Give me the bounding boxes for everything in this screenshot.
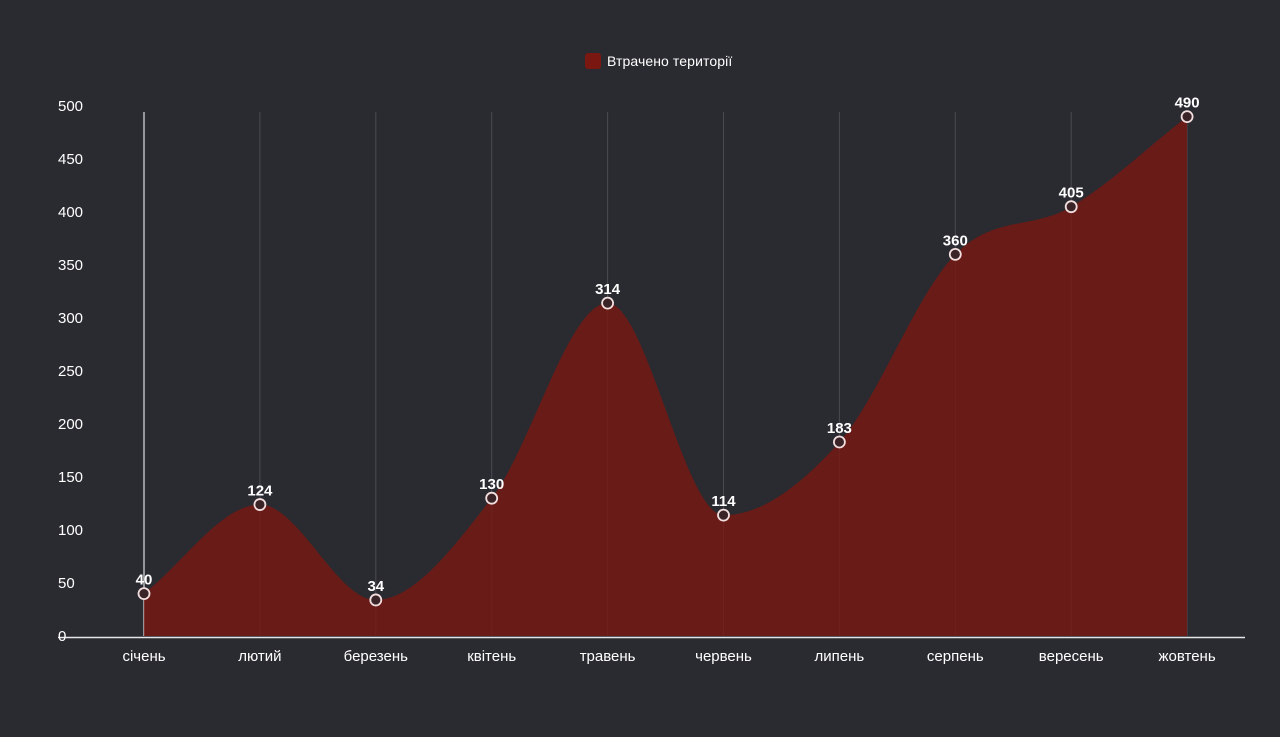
x-tick-label: лютий bbox=[238, 648, 281, 665]
data-point bbox=[601, 296, 614, 310]
y-tick-label: 50 bbox=[58, 575, 75, 592]
area-fill bbox=[144, 116, 1188, 637]
x-tick-label: серпень bbox=[927, 648, 984, 665]
x-tick-label: вересень bbox=[1039, 648, 1104, 665]
data-label: 405 bbox=[1059, 185, 1084, 202]
data-point bbox=[833, 435, 846, 449]
legend: Втрачено території bbox=[585, 52, 732, 70]
data-point bbox=[485, 491, 499, 505]
data-point bbox=[1064, 200, 1078, 214]
y-tick-label: 500 bbox=[58, 98, 83, 115]
x-tick-label: липень bbox=[815, 648, 865, 665]
y-tick-label: 200 bbox=[58, 416, 83, 433]
x-tick-label: січень bbox=[122, 648, 165, 665]
data-label: 490 bbox=[1175, 95, 1200, 112]
y-tick-label: 450 bbox=[58, 151, 83, 168]
y-tick-label: 0 bbox=[58, 628, 66, 645]
y-tick-label: 100 bbox=[58, 522, 83, 539]
data-points bbox=[137, 110, 1194, 607]
data-point bbox=[253, 498, 267, 511]
data-label: 40 bbox=[136, 572, 153, 589]
data-point bbox=[369, 593, 383, 607]
x-tick-label: квітень bbox=[467, 648, 516, 665]
data-point bbox=[1180, 110, 1194, 123]
data-label: 124 bbox=[247, 483, 273, 500]
data-point bbox=[948, 247, 962, 261]
y-tick-label: 400 bbox=[58, 204, 83, 221]
data-label: 183 bbox=[827, 420, 852, 437]
data-labels: 40 124 34 130 314 114 183 360 405 490 bbox=[136, 95, 1200, 595]
legend-label: Втрачено території bbox=[607, 53, 733, 69]
data-label: 314 bbox=[595, 281, 621, 298]
series-area bbox=[144, 116, 1188, 637]
data-label: 114 bbox=[711, 493, 736, 510]
x-axis-ticks: січень лютий березень квітень травень червень… bbox=[122, 648, 1215, 665]
x-tick-label: травень bbox=[580, 648, 636, 665]
data-label: 34 bbox=[367, 578, 384, 595]
y-tick-label: 350 bbox=[58, 257, 83, 274]
data-point bbox=[137, 587, 151, 600]
data-label: 360 bbox=[943, 232, 968, 249]
y-axis-ticks: 0 50 100 150 200 250 300 350 400 450 500 bbox=[58, 98, 83, 645]
x-tick-label: жовтень bbox=[1159, 648, 1216, 665]
legend-swatch bbox=[585, 53, 601, 69]
data-point bbox=[717, 508, 730, 522]
x-tick-label: червень bbox=[695, 648, 752, 665]
x-tick-label: березень bbox=[344, 648, 408, 665]
y-tick-label: 300 bbox=[58, 310, 83, 327]
y-tick-label: 150 bbox=[58, 469, 83, 486]
y-tick-label: 250 bbox=[58, 363, 83, 380]
data-label: 130 bbox=[479, 476, 504, 493]
